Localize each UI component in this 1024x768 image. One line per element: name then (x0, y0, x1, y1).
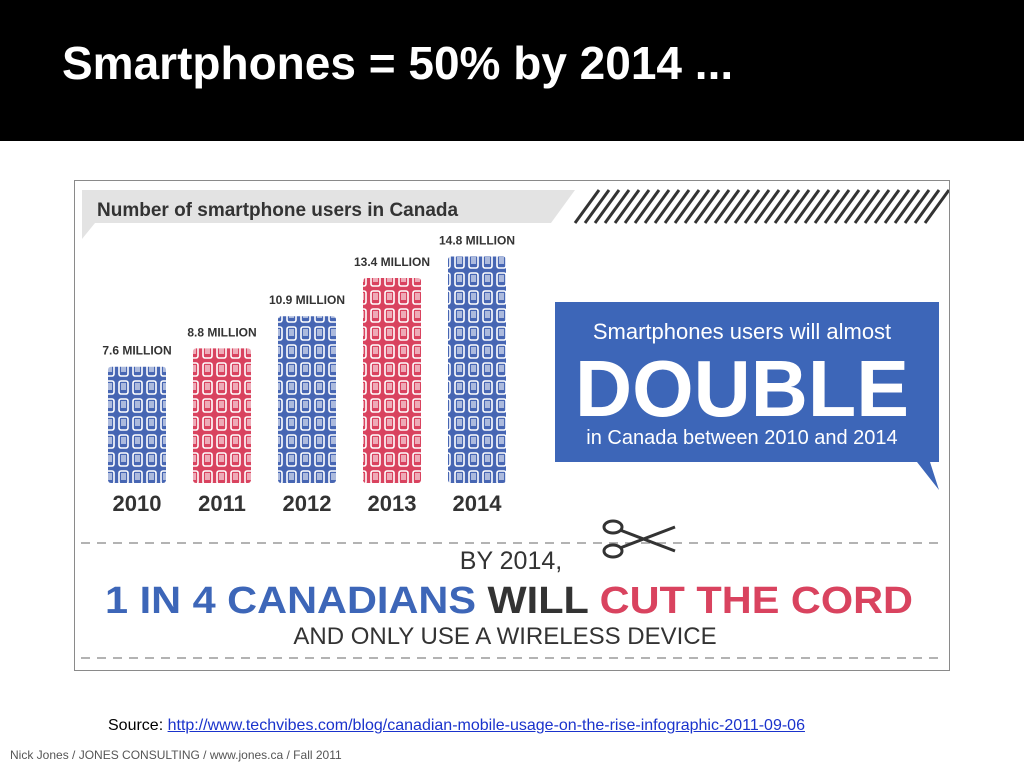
hatch-stripe (883, 189, 911, 224)
hatch-stripe (753, 189, 781, 224)
hatch-stripe (763, 189, 791, 224)
bar-2011 (193, 348, 251, 483)
source-line: Source: http://www.techvibes.com/blog/ca… (108, 717, 805, 735)
bars-layer: 7.6 MILLION 2010 8.8 MILLION 2011 10.9 MILLI… (102, 234, 515, 516)
cord-red-part: CUT THE CORD (600, 580, 913, 622)
hatch-stripe (603, 189, 631, 224)
infographic: Number of smartphone users in Canada 7.6… (74, 180, 950, 671)
title-bar: Smartphones = 50% by 2014 ... (0, 0, 1024, 141)
title-banner-hatching (573, 189, 949, 224)
hatch-stripe (703, 189, 731, 224)
category-label-2010: 2010 (113, 491, 162, 516)
bar-2014 (448, 256, 506, 483)
cord-blue-part: 1 IN 4 CANADIANS (105, 580, 476, 622)
hatch-stripe (813, 189, 841, 224)
scissors-icon (602, 519, 676, 559)
source-link[interactable]: http://www.techvibes.com/blog/canadian-m… (167, 717, 805, 734)
value-label-2011: 8.8 MILLION (187, 325, 256, 339)
cord-dark-part: WILL (488, 580, 589, 622)
category-label-2013: 2013 (368, 491, 417, 516)
hatch-stripe (833, 189, 861, 224)
hatch-stripe (773, 189, 801, 224)
cord-line3: AND ONLY USE A WIRELESS DEVICE (293, 623, 716, 650)
hatch-stripe (783, 189, 811, 224)
hatch-stripe (903, 189, 931, 224)
category-label-2011: 2011 (198, 491, 246, 516)
hatch-stripe (723, 189, 751, 224)
slide-title: Smartphones = 50% by 2014 ... (62, 37, 734, 89)
cord-line1: BY 2014, (460, 547, 562, 575)
cord-line2: 1 IN 4 CANADIANS WILL CUT THE CORD (105, 580, 913, 622)
category-label-2014: 2014 (453, 491, 503, 516)
hatch-stripe (803, 189, 831, 224)
hatch-stripe (583, 189, 611, 224)
source-label: Source: (108, 717, 164, 734)
hatch-stripe (653, 189, 681, 224)
hatch-stripe (663, 189, 691, 224)
hatch-stripe (923, 189, 949, 224)
hatch-stripe (913, 189, 941, 224)
hatch-stripe (713, 189, 741, 224)
hatch-stripe (613, 189, 641, 224)
callout-double: DOUBLE (575, 344, 909, 433)
chart-svg: Number of smartphone users in Canada 7.6… (81, 189, 949, 659)
callout-line1: Smartphones users will almost (593, 319, 891, 344)
hatch-stripe (633, 189, 661, 224)
hatch-stripe (733, 189, 761, 224)
hatch-stripe (643, 189, 671, 224)
value-label-2013: 13.4 MILLION (354, 255, 430, 269)
hatch-stripe (693, 189, 721, 224)
callout-box (555, 302, 939, 490)
bar-2013 (363, 277, 421, 483)
hatch-stripe (683, 189, 711, 224)
hatch-stripe (823, 189, 851, 224)
bar-2012 (278, 316, 336, 483)
hatch-stripe (843, 189, 871, 224)
hatch-stripe (863, 189, 891, 224)
hatch-stripe (573, 189, 601, 224)
hatch-stripe (793, 189, 821, 224)
callout-line3: in Canada between 2010 and 2014 (586, 427, 897, 449)
value-label-2010: 7.6 MILLION (102, 344, 171, 358)
hatch-stripe (593, 189, 621, 224)
value-label-2014: 14.8 MILLION (439, 234, 515, 248)
hatch-stripe (673, 189, 701, 224)
hatch-stripe (893, 189, 921, 224)
value-label-2012: 10.9 MILLION (269, 293, 345, 307)
chart-title-banner (82, 190, 575, 239)
category-label-2012: 2012 (283, 491, 332, 516)
bar-2010 (108, 366, 166, 483)
hatch-stripe (743, 189, 771, 224)
hatch-stripe (623, 189, 651, 224)
footer-credit: Nick Jones / JONES CONSULTING / www.jone… (10, 748, 342, 762)
hatch-stripe (853, 189, 881, 224)
chart-title: Number of smartphone users in Canada (97, 200, 459, 221)
hatch-stripe (873, 189, 901, 224)
